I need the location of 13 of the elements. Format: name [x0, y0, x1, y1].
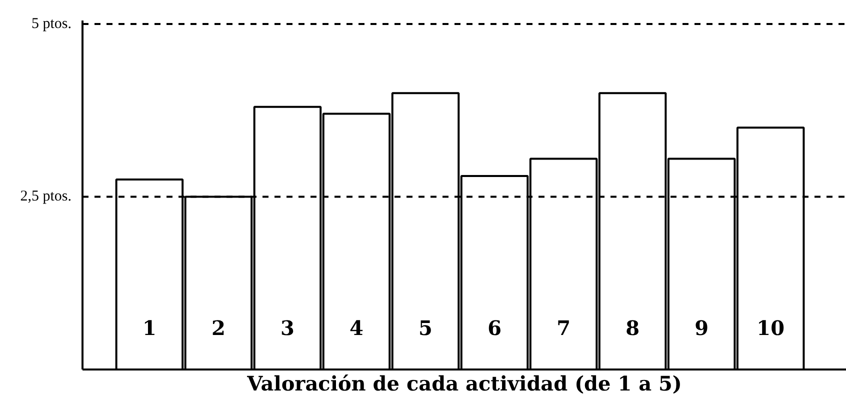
x-tick-label: 4	[350, 316, 364, 340]
x-tick-label: 9	[694, 316, 709, 340]
x-axis-title: Valoración de cada actividad (de 1 a 5)	[246, 372, 682, 396]
x-tick-label: 2	[212, 316, 226, 340]
x-tick-label: 6	[488, 316, 502, 340]
x-tick-label: 5	[418, 316, 432, 340]
y-tick-label: 2,5 ptos.	[20, 188, 72, 205]
x-tick-label: 7	[556, 316, 570, 340]
x-tick-label: 8	[626, 316, 640, 340]
y-tick-label: 5 ptos.	[31, 16, 72, 32]
x-tick-label: 1	[142, 316, 156, 340]
x-tick-label: 10	[756, 316, 785, 340]
x-tick-label: 3	[280, 316, 294, 340]
